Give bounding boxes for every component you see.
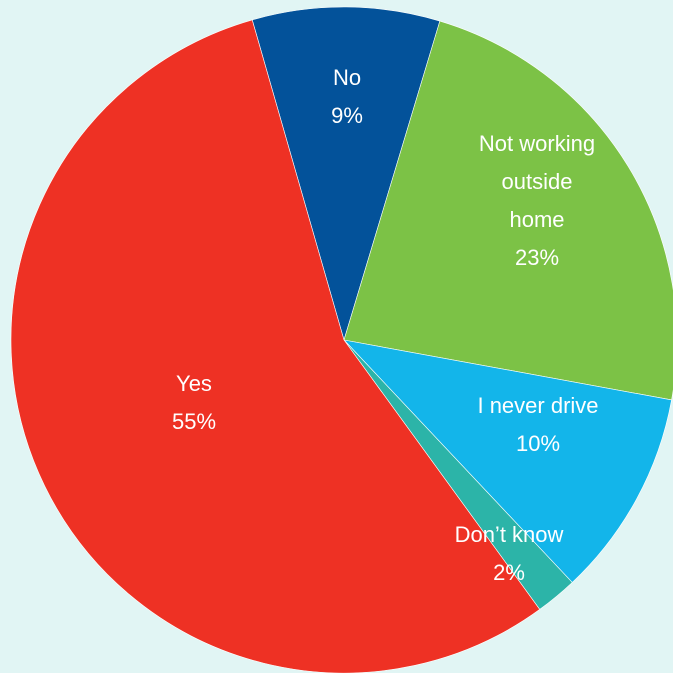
pie-labels: No 9% Not working outside home 23% I never dri… — [172, 65, 599, 585]
slice-category-label: I never drive — [477, 393, 598, 418]
slice-category-label: Don’t know — [455, 522, 564, 547]
slice-category-label: Not working — [479, 131, 595, 156]
slice-category-label: outside — [502, 169, 573, 194]
slice-label-not-working-outside-home: Not working outside home 23% — [479, 131, 595, 270]
slice-label-i-never-drive: I never drive 10% — [477, 393, 598, 456]
slice-value-label: 9% — [331, 103, 363, 128]
pie-slice-i-never-drive — [343, 339, 672, 583]
slice-label-no: No 9% — [331, 65, 363, 128]
slice-category-label: No — [333, 65, 361, 90]
slice-value-label: 55% — [172, 409, 216, 434]
slice-value-label: 10% — [516, 431, 560, 456]
slice-category-label: home — [509, 207, 564, 232]
pie-slices — [10, 6, 673, 673]
slice-category-label: Yes — [176, 371, 212, 396]
slice-label-yes: Yes 55% — [172, 371, 216, 434]
pie-slice-yes — [10, 19, 541, 673]
pie-slice-no — [251, 6, 441, 342]
pie-slice-not-working-outside-home — [343, 20, 673, 401]
slice-value-label: 23% — [515, 245, 559, 270]
slice-value-label: 2% — [493, 560, 525, 585]
slice-label-don-t-know: Don’t know 2% — [455, 522, 564, 585]
